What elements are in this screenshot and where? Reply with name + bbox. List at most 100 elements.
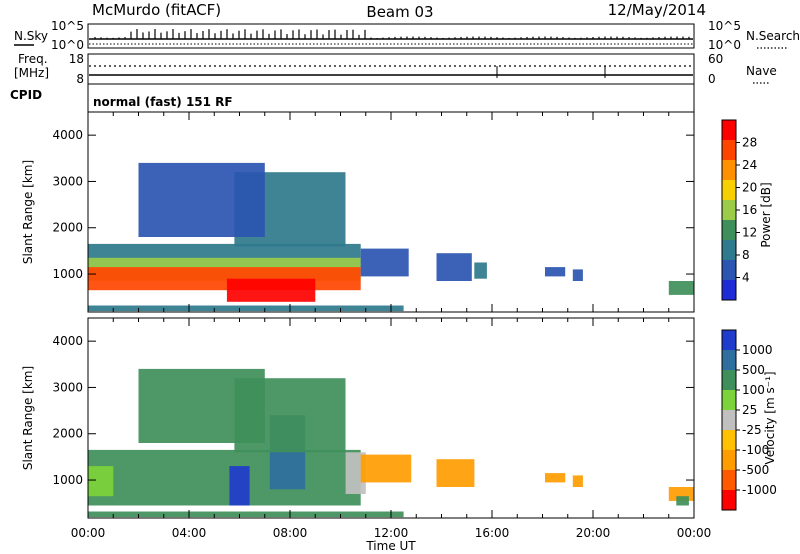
ytick-label: 2000 — [52, 221, 83, 235]
xtick-label: 16:00 — [475, 526, 510, 540]
velocity-region-11 — [88, 511, 404, 518]
power-data — [88, 162, 695, 312]
power-colorbar-tick-label: 8 — [742, 248, 750, 262]
velocity-xticks — [87, 318, 695, 518]
xtick-label: 04:00 — [172, 526, 207, 540]
freq-left-tick-bottom: 8 — [76, 72, 84, 86]
velocity-colorbar-label: Velocity [m s⁻¹] — [763, 371, 777, 464]
velocity-region-8 — [572, 475, 583, 487]
power-region-8 — [572, 269, 583, 281]
ytick-label: 4000 — [52, 128, 83, 142]
noise-sky-label: N.Sky — [14, 29, 48, 43]
velocity-colorbar-tick-label: -500 — [742, 463, 769, 477]
noise-traces — [89, 29, 693, 45]
cpid-program: normal (fast) 151 RF — [93, 95, 233, 109]
ytick-label: 3000 — [52, 380, 83, 394]
velocity-colorbar-tick-label: -25 — [742, 423, 762, 437]
xtick-label: 00:00 — [71, 526, 106, 540]
power-colorbar-swatch — [722, 200, 736, 220]
power-colorbar-tick-label: 20 — [742, 181, 757, 195]
cpid-panel: CPID normal (fast) 151 RF — [10, 84, 695, 112]
velocity-colorbar-tick-label: 500 — [742, 363, 765, 377]
velocity-region-2 — [229, 466, 250, 506]
power-colorbar: 4 8 12 16 20 24 28 — [721, 119, 757, 301]
power-colorbar-swatch — [722, 180, 736, 200]
power-colorbar-swatch — [722, 120, 736, 140]
frequency-panel: Freq. [MHz] 18 8 60 0 Nave — [14, 52, 777, 86]
noise-right-tick-bottom: 10^0 — [708, 38, 741, 52]
velocity-colorbar-swatch — [722, 490, 736, 510]
xtick-label: 08:00 — [273, 526, 308, 540]
noise-search-label: N.Search — [746, 29, 800, 43]
power-region-9 — [668, 281, 695, 295]
ytick-label: 1000 — [52, 473, 83, 487]
velocity-colorbar-swatch — [722, 450, 736, 470]
freq-unit-label: [MHz] — [14, 66, 49, 80]
velocity-colorbar-swatch — [722, 330, 736, 350]
velocity-colorbar-tick-label: 1000 — [742, 343, 773, 357]
velocity-colorbar-frame — [721, 329, 737, 511]
power-region-7 — [545, 267, 566, 277]
ytick-label: 2000 — [52, 427, 83, 441]
power-region-4 — [360, 248, 409, 277]
velocity-ylabel: Slant Range [km] — [21, 366, 35, 470]
nave-right-tick-top: 60 — [708, 52, 723, 66]
noise-panel: N.Sky 10^5 10^0 10^5 10^0 N.Search — [14, 19, 800, 52]
power-region-5 — [436, 253, 472, 281]
noise-right-tick-top: 10^5 — [708, 19, 741, 33]
velocity-region-13 — [138, 368, 265, 443]
power-colorbar-swatch — [722, 240, 736, 260]
velocity-yaxis: 1000 2000 3000 4000 — [52, 334, 694, 487]
freq-label: Freq. — [18, 52, 48, 66]
ytick-label: 4000 — [52, 334, 83, 348]
velocity-colorbar-swatch — [722, 370, 736, 390]
velocity-region-5 — [360, 454, 412, 483]
velocity-region-1 — [88, 466, 114, 497]
station-title: McMurdo (fitACF) — [92, 1, 221, 19]
velocity-colorbar-tick-label: -100 — [742, 443, 769, 457]
power-xticks — [87, 112, 695, 312]
power-colorbar-tick-label: 4 — [742, 271, 750, 285]
power-colorbar-swatch — [722, 160, 736, 180]
noise-left-tick-bottom: 10^0 — [51, 38, 84, 52]
beam-title: Beam 03 — [366, 3, 433, 21]
power-yaxis: 1000 2000 3000 4000 — [52, 128, 694, 281]
power-region-6 — [474, 262, 487, 279]
velocity-colorbar-tick-label: 25 — [742, 403, 757, 417]
velocity-colorbar-swatch — [722, 350, 736, 370]
date-title: 12/May/2014 — [608, 1, 706, 19]
velocity-colorbar-swatch — [722, 390, 736, 410]
power-region-2 — [88, 267, 361, 291]
power-region-10 — [88, 305, 404, 312]
velocity-colorbar: -1000 -500 -100 -25 25 100 500 1000 — [721, 329, 777, 511]
nave-right-tick-bottom: 0 — [708, 72, 716, 86]
power-colorbar-label: Power [dB] — [759, 182, 773, 247]
power-colorbar-swatch — [722, 260, 736, 280]
nave-label: Nave — [746, 64, 777, 78]
power-colorbar-swatch — [722, 220, 736, 240]
velocity-colorbar-swatch — [722, 410, 736, 430]
velocity-colorbar-swatch — [722, 470, 736, 490]
xtick-label: 00:00 — [677, 526, 712, 540]
xtick-label: 12:00 — [374, 526, 409, 540]
power-colorbar-tick-label: 16 — [742, 203, 757, 217]
power-colorbar-tick-label: 28 — [742, 136, 757, 150]
velocity-data — [88, 368, 695, 518]
power-colorbar-swatch — [722, 140, 736, 160]
power-ylabel: Slant Range [km] — [21, 160, 35, 264]
velocity-region-7 — [545, 473, 566, 483]
velocity-colorbar-tick-label: -1000 — [742, 483, 777, 497]
power-panel: 1000 2000 3000 4000 Slant Range [km] 4 8 12 16… — [21, 111, 773, 313]
cpid-label: CPID — [10, 88, 42, 102]
ytick-label: 3000 — [52, 174, 83, 188]
power-colorbar-swatch — [722, 280, 736, 300]
velocity-colorbar-tick-label: 100 — [742, 383, 765, 397]
power-colorbar-tick-label: 24 — [742, 158, 757, 172]
x-tick-labels: 00:00 04:00 08:00 12:00 16:00 20:00 00:00 — [71, 526, 712, 540]
freq-left-tick-top: 18 — [69, 52, 84, 66]
power-region-3 — [226, 278, 316, 302]
velocity-region-10 — [676, 496, 689, 506]
velocity-region-0 — [88, 449, 361, 506]
